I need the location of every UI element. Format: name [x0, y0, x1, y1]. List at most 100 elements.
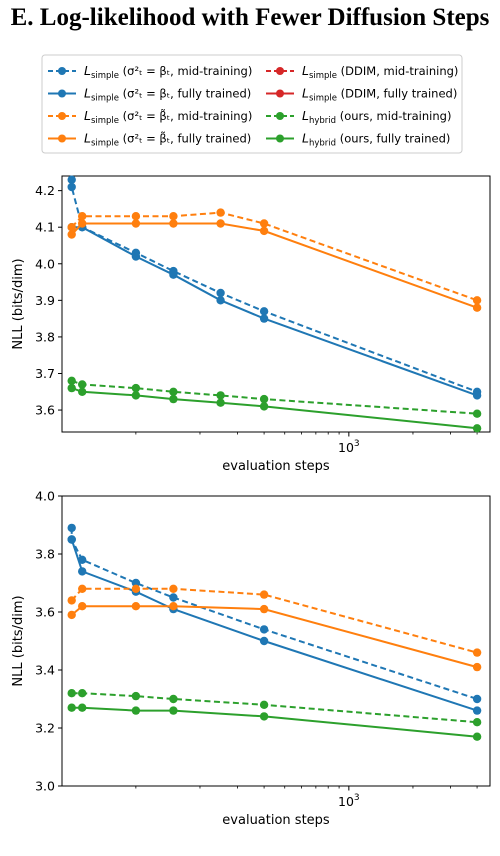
data-point — [216, 398, 225, 407]
data-point — [259, 219, 269, 228]
y-tick-label: 4.1 — [35, 220, 55, 235]
data-point — [131, 212, 141, 221]
legend-entry-s2: Lsimple (σ²ₜ = βₜ, fully trained) — [48, 86, 251, 104]
legend-label: Lsimple (σ²ₜ = βₜ, fully trained) — [84, 86, 251, 104]
series-5 — [67, 376, 482, 418]
plot-frame — [61, 495, 491, 787]
data-point — [78, 219, 87, 228]
y-tick-label: 3.4 — [35, 663, 55, 678]
y-axis-label: NLL (bits/dim) — [11, 258, 26, 349]
data-point — [131, 252, 141, 261]
legend-entry-s1: Lsimple (σ²ₜ = βₜ, mid-training) — [48, 63, 252, 81]
x-tick-label: 103 — [338, 439, 360, 455]
data-point — [67, 610, 76, 620]
data-point — [67, 535, 76, 544]
x-axis-label: evaluation steps — [222, 813, 330, 828]
legend-label: Lsimple (σ²ₜ = βₜ, mid-training) — [84, 63, 252, 81]
data-point — [169, 394, 178, 404]
data-point — [169, 593, 178, 602]
x-tick-label: 103 — [338, 793, 360, 809]
series-2 — [67, 223, 482, 400]
data-point — [67, 703, 76, 712]
data-point — [67, 383, 76, 393]
legend-entry-s8: Lhybrid (ours, fully trained) — [266, 131, 450, 149]
legend-label: Lsimple (DDIM, mid-training) — [302, 63, 458, 81]
legend-entry-s7: Lhybrid (ours, mid-training) — [266, 108, 451, 126]
data-point — [169, 584, 178, 593]
data-point — [472, 732, 482, 741]
legend-marker — [58, 112, 66, 120]
series-4 — [67, 602, 482, 672]
chart-panel-1: 3.6 3.7 3.8 3.9 4.0 4.1 4.2 103 evaluation steps… — [11, 175, 491, 474]
series-3 — [67, 584, 482, 657]
y-tick-label: 3.7 — [35, 366, 55, 381]
legend-entry-s4: Lsimple (σ²ₜ = β̃ₜ, fully trained) — [48, 130, 251, 149]
data-point — [78, 212, 87, 221]
data-point — [78, 689, 87, 698]
y-tick-label: 3.2 — [35, 721, 55, 736]
data-point — [169, 219, 178, 228]
series-2 — [67, 535, 482, 715]
data-point — [259, 636, 269, 646]
series-line — [71, 692, 478, 724]
data-point — [216, 296, 225, 305]
data-point — [216, 288, 225, 298]
y-tick-label: 3.8 — [35, 547, 55, 562]
series-1 — [67, 523, 482, 704]
data-point — [78, 602, 87, 611]
data-point — [259, 700, 269, 709]
y-tick-label: 4.2 — [35, 183, 55, 198]
data-point — [169, 270, 178, 279]
data-point — [472, 694, 482, 704]
y-tick-label: 3.0 — [35, 779, 55, 794]
data-point — [216, 219, 225, 228]
data-point — [67, 689, 76, 698]
y-tick-label: 3.8 — [35, 329, 55, 344]
data-point — [472, 303, 482, 312]
data-point — [78, 380, 87, 389]
legend-marker — [58, 89, 66, 98]
data-point — [67, 230, 76, 239]
series-line — [70, 587, 478, 654]
legend-marker — [58, 67, 66, 75]
legend-entry-s5: Lsimple (DDIM, mid-training) — [266, 63, 458, 81]
y-tick-label: 4.0 — [35, 256, 55, 271]
legend-label: Lhybrid (ours, fully trained) — [302, 131, 450, 149]
series-4 — [67, 219, 482, 312]
series-3 — [67, 208, 482, 305]
data-point — [259, 712, 269, 721]
data-point — [131, 706, 141, 715]
data-point — [131, 219, 141, 228]
legend-label: Lsimple (DDIM, fully trained) — [302, 86, 457, 104]
data-point — [259, 314, 269, 323]
data-point — [169, 694, 178, 704]
legend-entry-s6: Lsimple (DDIM, fully trained) — [266, 86, 457, 104]
legend-marker — [58, 134, 66, 143]
series-line — [70, 527, 478, 700]
data-point — [472, 718, 482, 727]
series-line — [70, 539, 478, 712]
data-point — [67, 523, 76, 533]
data-point — [67, 376, 76, 385]
data-point — [169, 387, 178, 396]
series-5 — [67, 689, 482, 727]
data-point — [67, 596, 76, 605]
data-point — [78, 584, 87, 593]
data-point — [259, 625, 269, 634]
y-tick-label: 3.9 — [35, 293, 55, 308]
legend-marker — [276, 67, 284, 75]
series-6 — [67, 703, 482, 741]
data-point — [259, 394, 269, 404]
y-tick-label: 3.6 — [35, 605, 55, 620]
x-axis-label: evaluation steps — [222, 459, 330, 474]
data-point — [216, 391, 225, 400]
data-point — [472, 409, 482, 418]
data-point — [67, 223, 76, 232]
legend-entry-s3: Lsimple (σ²ₜ = β̃ₜ, mid-training) — [48, 108, 252, 126]
data-point — [131, 578, 141, 588]
legend: Lsimple (σ²ₜ = βₜ, mid-training) Lsimple … — [41, 54, 463, 154]
series-line — [70, 179, 478, 393]
data-point — [472, 648, 482, 657]
legend-label: Lsimple (σ²ₜ = β̃ₜ, fully trained) — [84, 130, 251, 148]
data-point — [78, 567, 87, 576]
